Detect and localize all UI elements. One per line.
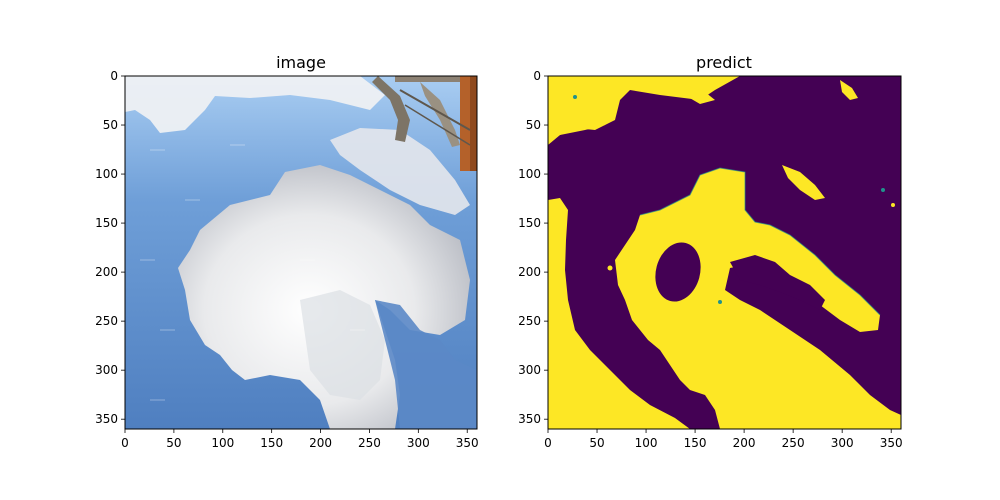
right-x-tick-label: 0 bbox=[544, 436, 552, 450]
right-x-tick-label: 350 bbox=[880, 436, 903, 450]
right-panel-title: predict bbox=[696, 53, 752, 72]
right-x-tick-label: 200 bbox=[733, 436, 756, 450]
right-x-tick-label: 300 bbox=[831, 436, 854, 450]
left-x-tick-label: 100 bbox=[211, 436, 234, 450]
left-x-tick-label: 50 bbox=[166, 436, 181, 450]
right-y-tick-label: 50 bbox=[526, 118, 541, 132]
segmentation-mask bbox=[548, 76, 901, 429]
right-y-tick-label: 350 bbox=[518, 412, 541, 426]
left-axis-ticks: 0 50 100 150 200 250 300 3500501001502002503003… bbox=[95, 69, 479, 450]
photo-panel bbox=[124, 75, 478, 430]
sky-photo bbox=[125, 76, 477, 429]
left-x-tick-label: 0 bbox=[121, 436, 129, 450]
left-y-tick-label: 100 bbox=[95, 167, 118, 181]
left-y-tick-label: 50 bbox=[103, 118, 118, 132]
left-y-tick-label: 0 bbox=[110, 69, 118, 83]
right-x-tick-label: 250 bbox=[782, 436, 805, 450]
right-y-tick-label: 250 bbox=[518, 314, 541, 328]
right-y-tick-label: 300 bbox=[518, 363, 541, 377]
left-y-tick-label: 200 bbox=[95, 265, 118, 279]
right-y-tick-label: 150 bbox=[518, 216, 541, 230]
left-panel-title: image bbox=[276, 53, 326, 72]
right-x-tick-label: 100 bbox=[635, 436, 658, 450]
left-x-tick-label: 300 bbox=[407, 436, 430, 450]
right-y-tick-label: 200 bbox=[518, 265, 541, 279]
right-y-tick-label: 100 bbox=[518, 167, 541, 181]
left-x-tick-label: 250 bbox=[358, 436, 381, 450]
left-y-tick-label: 300 bbox=[95, 363, 118, 377]
left-y-tick-label: 350 bbox=[95, 412, 118, 426]
left-x-tick-label: 150 bbox=[260, 436, 283, 450]
right-y-tick-label: 0 bbox=[533, 69, 541, 83]
left-x-tick-label: 350 bbox=[456, 436, 479, 450]
right-x-tick-label: 150 bbox=[684, 436, 707, 450]
left-x-tick-label: 200 bbox=[309, 436, 332, 450]
left-y-tick-label: 250 bbox=[95, 314, 118, 328]
right-axis-ticks: 0 50 100 150 200 250 300 3500501001502002503003… bbox=[518, 69, 903, 450]
left-y-tick-label: 150 bbox=[95, 216, 118, 230]
mask-panel bbox=[547, 75, 902, 430]
right-x-tick-label: 50 bbox=[589, 436, 604, 450]
